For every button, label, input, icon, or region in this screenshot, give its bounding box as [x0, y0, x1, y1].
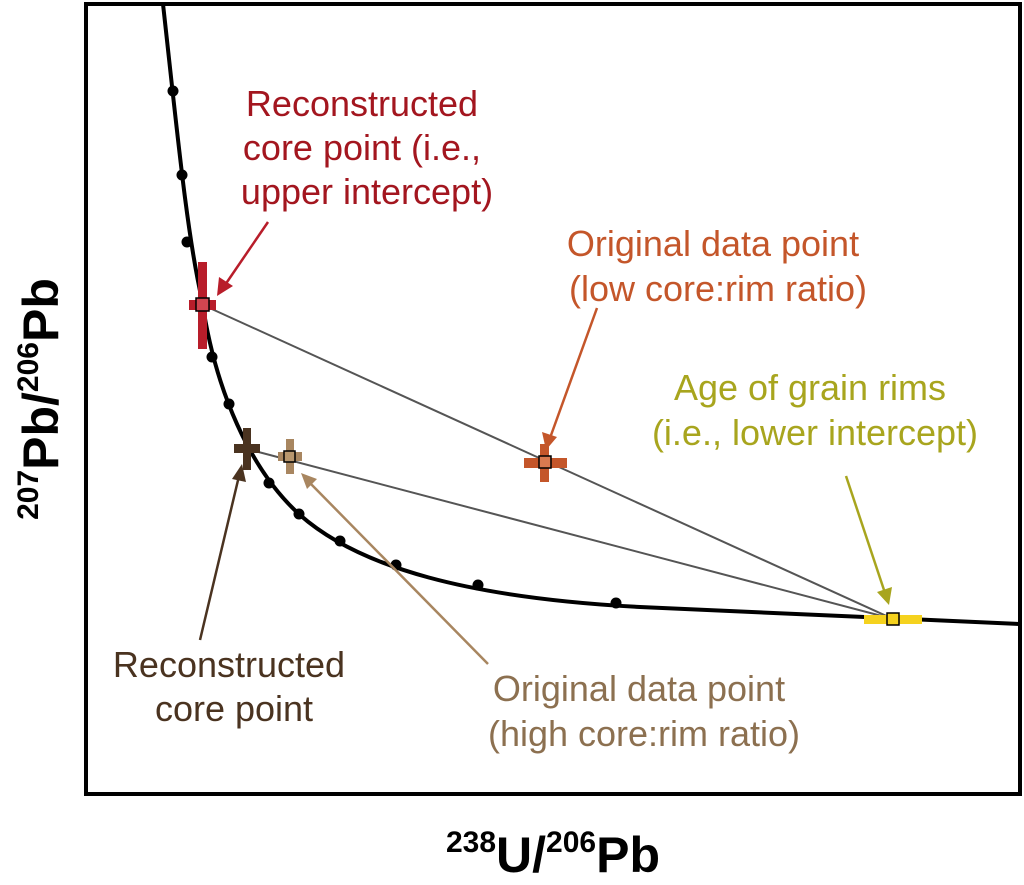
label-reconstructed-core: Reconstructed core point	[113, 644, 355, 729]
low-ratio-data-point	[524, 444, 567, 482]
arrow-reconstructed-core	[198, 464, 246, 641]
arrow-original-low	[542, 307, 599, 450]
label-original-low: Original data point (low core:rim ratio)	[567, 223, 869, 309]
concordia-marker	[472, 579, 484, 591]
reconstructed-core-point-marker	[234, 428, 260, 470]
plot-frame	[84, 2, 1022, 796]
x-axis-label: 238U/206Pb	[446, 826, 660, 883]
concordia-marker	[334, 535, 346, 547]
concordia-marker	[610, 597, 622, 609]
concordia-curve	[161, 3, 1021, 626]
arrow-original-high	[301, 473, 489, 665]
concordia-marker	[293, 508, 305, 520]
concordia-marker	[167, 85, 179, 97]
concordia-time-markers	[167, 85, 622, 609]
y-axis-label: 207Pb/206Pb	[12, 278, 69, 520]
upper-intercept-marker	[189, 262, 216, 349]
label-rim-age: Age of grain rims (i.e., lower intercept…	[652, 367, 978, 453]
discordia-line-high-ratio	[246, 448, 894, 620]
concordia-marker	[181, 236, 193, 248]
high-ratio-data-point	[278, 439, 302, 474]
lower-intercept-marker	[864, 612, 922, 626]
arrow-rim-age	[844, 475, 892, 605]
label-original-high: Original data point (high core:rim ratio…	[488, 668, 800, 754]
concordia-marker	[223, 398, 235, 410]
concordia-marker	[176, 169, 188, 181]
arrow-reconstructed-upper	[217, 221, 270, 296]
concordia-marker	[263, 477, 275, 489]
label-reconstructed-upper: Reconstructed core point (i.e., upper in…	[241, 83, 493, 212]
concordia-marker	[206, 351, 218, 363]
